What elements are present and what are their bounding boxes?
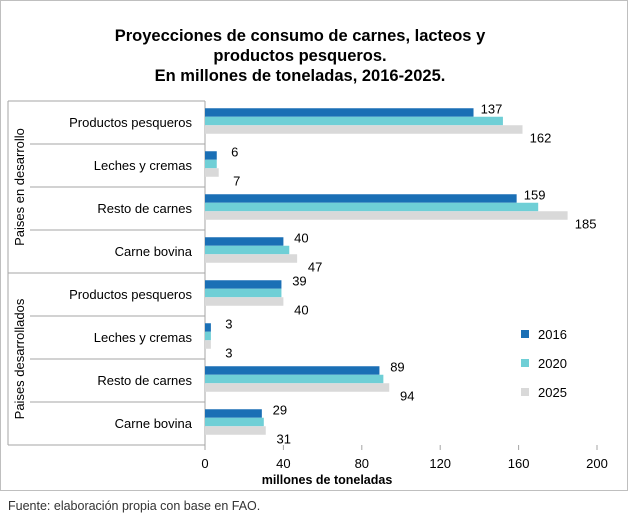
bar [205,237,284,246]
chart-title: Proyecciones de consumo de carnes, lacte… [115,27,486,85]
bar [205,151,217,160]
bar [205,125,523,134]
category-label: Resto de carnes [97,201,192,216]
category-label: Carne bovina [115,416,193,431]
legend-swatch [521,330,529,338]
legend-swatch [521,388,529,396]
data-label: 47 [308,260,322,275]
data-label: 7 [233,174,240,189]
data-label: 3 [225,317,232,332]
category-label: Productos pesqueros [69,287,192,302]
data-label: 94 [400,389,414,404]
bar [205,323,211,332]
category-label: Productos pesqueros [69,115,192,130]
bar [205,340,211,349]
bar [205,297,284,306]
chart-frame [0,0,628,491]
data-label: 137 [481,102,503,117]
legend-label: 2020 [538,356,567,371]
data-label: 89 [390,360,404,375]
bar [205,116,503,126]
legend-label: 2016 [538,327,567,342]
bar [205,280,282,289]
legend: 2016 2020 2025 [521,327,567,400]
legend-swatch [521,359,529,367]
data-label: 31 [277,432,291,447]
bar [205,254,298,263]
x-tick-label: 80 [355,456,369,471]
data-label: 159 [524,188,546,203]
category-label: Leches y cremas [94,158,193,173]
data-label: 162 [530,131,552,146]
category-label: Resto de carnes [97,373,192,388]
chart-title-line: productos pesqueros. [213,47,386,65]
data-label: 29 [273,403,287,418]
bar [205,331,211,341]
legend-label: 2025 [538,385,567,400]
bar [205,194,517,203]
group-label: Paises desarrollados [12,298,27,419]
category-label: Leches y cremas [94,330,193,345]
source-footnote: Fuente: elaboración propia con base en F… [8,499,261,513]
bar [205,366,380,375]
bar [205,409,262,418]
x-axis-title: millones de toneladas [262,473,393,487]
x-tick-label: 120 [429,456,451,471]
x-tick-label: 200 [586,456,608,471]
data-label: 40 [294,303,308,318]
x-tick-label: 0 [201,456,208,471]
data-label: 39 [292,274,306,289]
bar [205,426,266,435]
bar [205,383,390,392]
bar [205,288,282,298]
data-label: 40 [294,231,308,246]
data-label: 6 [231,145,238,160]
bar [205,417,264,427]
bar [205,202,539,212]
data-label: 3 [225,346,232,361]
bar [205,245,290,255]
data-label: 185 [575,217,597,232]
bar [205,211,568,220]
x-tick-label: 160 [508,456,530,471]
group-label: Paises en desarrollo [12,128,27,246]
chart-title-line: En millones de toneladas, 2016-2025. [155,67,446,85]
bar [205,168,219,177]
bar [205,108,474,117]
bar [205,374,384,384]
category-label: Carne bovina [115,244,193,259]
x-tick-label: 40 [276,456,290,471]
bar [205,159,217,169]
plot-area: 0 40 80 120 160 200 millones de toneladas Produ… [7,100,608,487]
chart-title-line: Proyecciones de consumo de carnes, lacte… [115,27,486,45]
